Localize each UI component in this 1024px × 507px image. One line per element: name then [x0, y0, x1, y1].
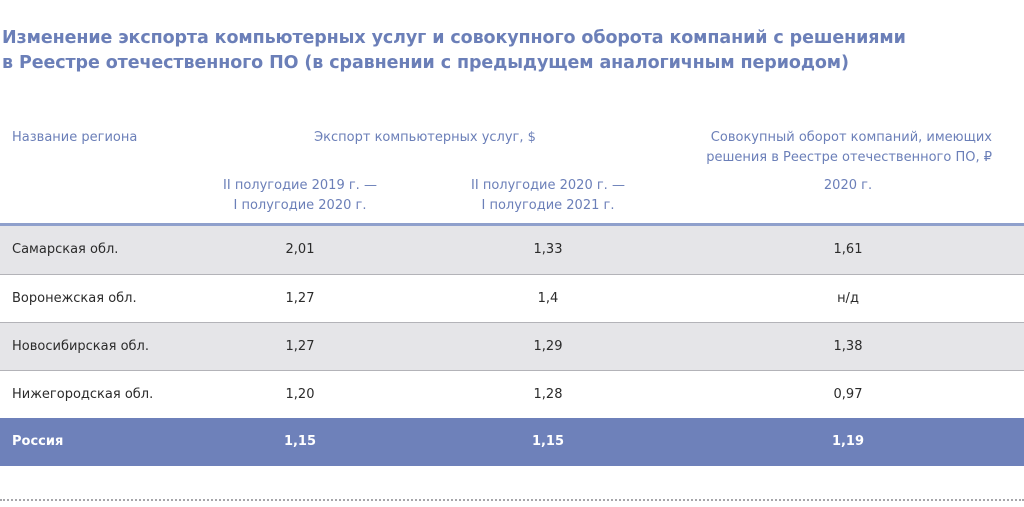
cell-export-1: 1,15	[283, 434, 317, 449]
header-period-1-line-2: I полугодие 2020 г.	[233, 198, 367, 213]
cell-export-2: 1,15	[531, 434, 565, 449]
cell-region: Нижегородская обл.	[12, 387, 154, 402]
header-period-2: II полугодие 2020 г. — I полугодие 2021 …	[438, 176, 658, 216]
header-period-1: II полугодие 2019 г. — I полугодие 2020 …	[190, 176, 410, 216]
header-turnover-line-2: решения в Реестре отечественного ПО, ₽	[706, 150, 992, 165]
cell-region: Самарская обл.	[12, 242, 119, 257]
cell-turnover: 1,19	[831, 434, 865, 449]
header-period-1-line-1: II полугодие 2019 г. —	[223, 178, 377, 193]
cell-turnover: 0,97	[833, 387, 863, 402]
header-turnover-line-1: Совокупный оборот компаний, имеющих	[710, 130, 992, 145]
table-row: Воронежская обл. 1,27 1,4 н/д	[0, 274, 1024, 322]
cell-export-2: 1,29	[533, 339, 563, 354]
cell-export-2: 1,33	[533, 242, 563, 257]
table-row: Самарская обл. 2,01 1,33 1,61	[0, 226, 1024, 274]
header-divider	[0, 223, 1024, 226]
cell-export-1: 1,27	[285, 291, 315, 306]
table-title-line-2: в Реестре отечественного ПО (в сравнении…	[2, 53, 849, 73]
cell-export-1: 1,27	[285, 339, 315, 354]
header-turnover-group: Совокупный оборот компаний, имеющих реше…	[620, 128, 992, 168]
table-title-line-1: Изменение экспорта компьютерных услуг и …	[2, 28, 906, 48]
cell-region: Воронежская обл.	[12, 291, 137, 306]
cell-export-2: 1,28	[533, 387, 563, 402]
header-export-group: Экспорт компьютерных услуг, $	[314, 130, 536, 145]
cell-export-2: 1,4	[537, 291, 559, 306]
cell-export-1: 1,20	[285, 387, 315, 402]
header-period-2-line-2: I полугодие 2021 г.	[481, 198, 615, 213]
table-row: Нижегородская обл. 1,20 1,28 0,97	[0, 370, 1024, 418]
cell-region: Россия	[12, 434, 64, 449]
cell-turnover: н/д	[837, 291, 859, 306]
cell-region: Новосибирская обл.	[12, 339, 149, 354]
cell-export-1: 2,01	[285, 242, 315, 257]
header-year: 2020 г.	[823, 178, 873, 193]
table-row: Новосибирская обл. 1,27 1,29 1,38	[0, 322, 1024, 370]
table-title: Изменение экспорта компьютерных услуг и …	[2, 26, 1002, 76]
dotted-divider	[0, 499, 1024, 501]
cell-turnover: 1,61	[833, 242, 863, 257]
total-row: Россия 1,15 1,15 1,19	[0, 418, 1024, 466]
header-period-2-line-1: II полугодие 2020 г. —	[471, 178, 625, 193]
header-region: Название региона	[12, 130, 138, 145]
cell-turnover: 1,38	[833, 339, 863, 354]
